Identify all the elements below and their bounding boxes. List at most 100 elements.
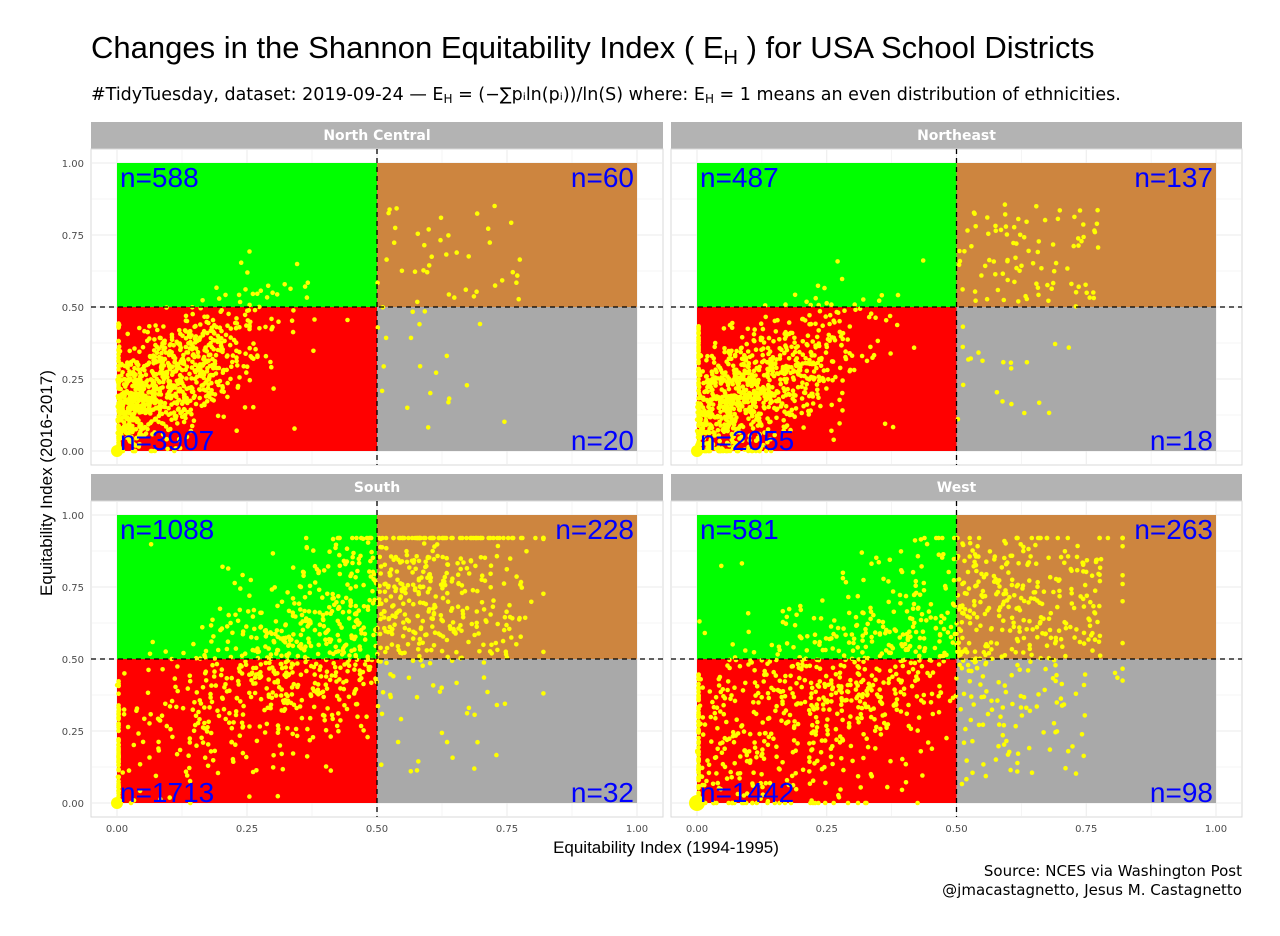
x-tick-label: 1.00 (1205, 824, 1227, 835)
data-point (972, 603, 977, 608)
data-point (219, 626, 225, 631)
data-point (192, 700, 197, 705)
data-point (808, 680, 814, 686)
data-point (994, 641, 1000, 646)
data-point (446, 400, 451, 405)
data-point (148, 448, 154, 454)
data-point (907, 644, 912, 649)
data-point (488, 571, 493, 577)
data-point (304, 295, 310, 300)
data-point (970, 770, 975, 776)
data-point (696, 416, 701, 422)
data-point (765, 386, 771, 392)
data-point (518, 582, 523, 587)
data-point (850, 758, 855, 764)
data-point (696, 728, 701, 733)
data-point (1018, 705, 1024, 710)
data-point (406, 598, 412, 603)
x-tick-label: 0.50 (945, 824, 967, 835)
data-point (904, 631, 910, 637)
data-point (180, 333, 185, 339)
data-point (215, 339, 220, 345)
data-point (134, 706, 140, 711)
data-point (156, 413, 162, 419)
data-point (854, 622, 860, 628)
data-point (378, 564, 384, 569)
data-point (888, 668, 893, 674)
data-point (829, 402, 834, 408)
data-point (973, 224, 978, 229)
data-point (971, 564, 976, 569)
data-point (138, 421, 144, 427)
data-point (752, 740, 757, 745)
data-point (1097, 572, 1102, 578)
data-point (137, 442, 142, 447)
data-point (810, 722, 815, 728)
data-point (1000, 271, 1006, 277)
data-point (243, 351, 248, 357)
quadrant-bottom-left (117, 307, 377, 451)
data-point (346, 694, 352, 700)
data-point (971, 611, 977, 616)
data-point (324, 686, 330, 691)
data-point (1016, 561, 1021, 566)
data-point (820, 702, 826, 707)
data-point (770, 371, 775, 377)
data-point (160, 432, 166, 437)
data-point (913, 629, 919, 635)
data-point (985, 711, 991, 717)
data-point (307, 590, 313, 596)
data-point (752, 668, 757, 673)
data-point (732, 370, 737, 376)
data-point (855, 683, 860, 688)
data-point (324, 669, 330, 674)
data-point (355, 568, 360, 574)
data-point (275, 730, 281, 736)
data-point (963, 726, 968, 732)
data-point (458, 556, 464, 561)
data-point (809, 691, 814, 696)
data-point (1053, 678, 1058, 684)
data-point (960, 324, 966, 330)
data-point (696, 735, 701, 741)
data-point (150, 381, 156, 386)
data-point (116, 737, 121, 742)
data-point (286, 643, 291, 648)
data-point (377, 631, 383, 637)
x-tick-label: 0.75 (1075, 824, 1097, 835)
data-point (944, 652, 949, 658)
data-point (998, 714, 1003, 719)
data-point (742, 447, 747, 452)
data-point (999, 627, 1005, 633)
data-point (159, 713, 165, 718)
data-point (1001, 359, 1006, 365)
data-point (333, 670, 339, 675)
data-point (730, 446, 736, 451)
data-point (874, 555, 879, 561)
data-point (479, 573, 485, 578)
data-point (269, 587, 275, 592)
data-point (462, 588, 468, 594)
data-point (351, 624, 357, 630)
data-point (877, 668, 882, 673)
data-point (807, 741, 812, 746)
data-point (725, 428, 730, 434)
data-point (406, 627, 412, 633)
data-point (258, 662, 264, 667)
data-point (897, 635, 903, 640)
data-point (358, 535, 364, 541)
data-point (839, 690, 844, 695)
data-point (187, 765, 192, 771)
data-point (336, 711, 341, 716)
x-tick-label: 0.00 (686, 824, 708, 835)
data-point (226, 720, 232, 725)
data-point (802, 373, 807, 379)
data-point (837, 734, 843, 739)
data-point (747, 354, 753, 360)
data-point (303, 535, 309, 541)
data-point (840, 390, 845, 396)
data-point (808, 695, 814, 700)
data-point (852, 302, 857, 307)
data-point (807, 755, 812, 760)
data-point (790, 691, 795, 696)
